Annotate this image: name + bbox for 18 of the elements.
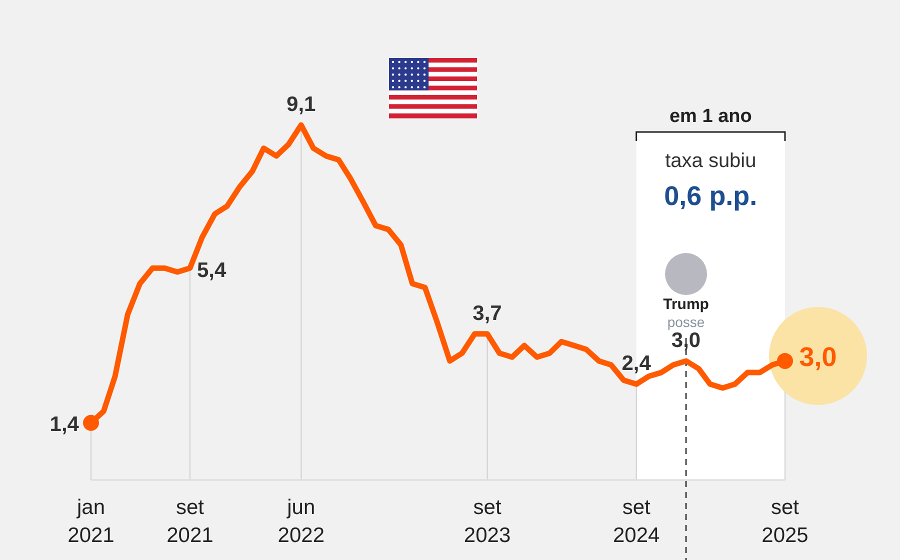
data-label: 5,4 (196, 259, 226, 282)
data-label: 3,7 (472, 302, 502, 325)
x-tick-label: set 2023 (464, 496, 511, 547)
data-label: 1,4 (50, 412, 80, 436)
band-label: em 1 ano (669, 106, 752, 127)
x-tick-label: set 2021 (166, 496, 214, 547)
annotation: taxa subiu (665, 150, 756, 172)
ref-line-label: Trump (663, 296, 709, 313)
x-tick-label: jun 2022 (278, 496, 325, 547)
data-label: 9,1 (286, 93, 316, 116)
annotation: posse (667, 314, 705, 330)
x-tick-label: set 2024 (612, 496, 660, 547)
annotation: 0,6 p.p. (664, 181, 758, 211)
x-tick-label: set 2025 (762, 496, 808, 547)
data-label: 3,0 (671, 328, 701, 352)
x-tick-label: jan 2021 (68, 496, 114, 547)
data-label: 3,0 (799, 342, 837, 372)
data-label: 2,4 (622, 352, 652, 376)
